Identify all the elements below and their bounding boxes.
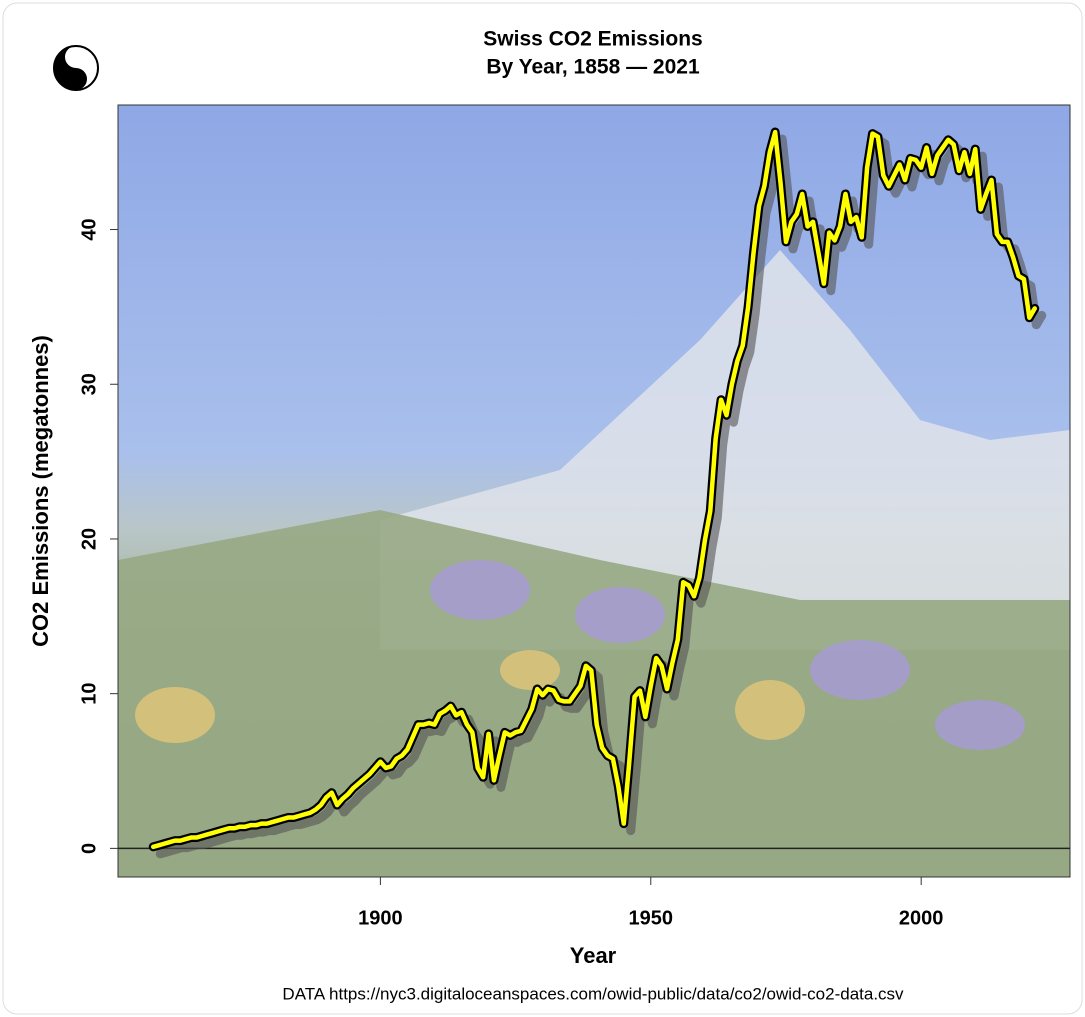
page: Swiss CO2 Emissions By Year, 1858 — 2021… — [0, 0, 1085, 1017]
x-axis-label: Year — [570, 943, 617, 968]
y-axis-label: CO2 Emissions (megatonnes) — [28, 335, 53, 647]
y-tick-label: 10 — [78, 683, 100, 705]
chart-subtitle: By Year, 1858 — 2021 — [486, 56, 700, 79]
x-tick-label: 1950 — [629, 907, 674, 929]
logo — [54, 46, 98, 90]
chart-title: Swiss CO2 Emissions — [483, 28, 702, 51]
y-tick-label: 0 — [78, 843, 100, 854]
background-photo — [118, 105, 1070, 877]
x-tick-label: 2000 — [899, 907, 944, 929]
y-tick-label: 30 — [78, 373, 100, 395]
y-tick-label: 40 — [78, 218, 100, 240]
y-tick-label: 20 — [78, 528, 100, 550]
caption: DATA https://nyc3.digitaloceanspaces.com… — [282, 984, 904, 1003]
chart: Swiss CO2 Emissions By Year, 1858 — 2021… — [0, 0, 1085, 1017]
x-tick-label: 1900 — [358, 907, 403, 929]
